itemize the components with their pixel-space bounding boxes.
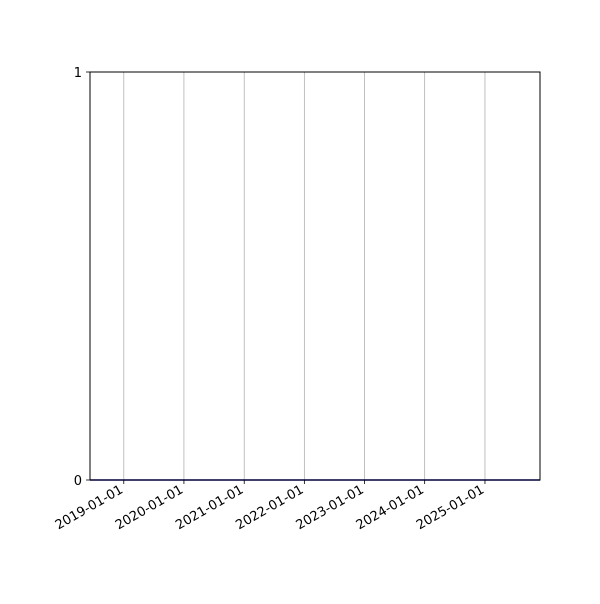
grid: [123, 72, 486, 480]
y-tick-label: 1: [74, 66, 82, 81]
y-axis: 01: [74, 66, 90, 489]
plot-frame: [89, 71, 541, 481]
y-tick-label: 0: [74, 474, 82, 489]
